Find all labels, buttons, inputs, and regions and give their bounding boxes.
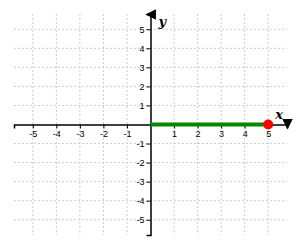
x-tick-label: 1 [172,129,177,139]
grid [14,14,287,235]
point [263,120,273,130]
y-tick: 3 [139,63,150,73]
x-tick: -1 [123,125,131,139]
y-tick-label: 1 [139,101,144,111]
y-tick-mark [147,105,151,106]
y-tick: -3 [136,177,150,187]
x-tick: 1 [172,125,177,139]
y-tick-label: 3 [139,63,144,73]
x-axis-title: x [274,107,283,122]
y-tick: -5 [136,215,150,225]
x-tick-label: -5 [29,129,37,139]
x-tick-label: 4 [243,129,248,139]
x-tick-label: -2 [100,129,108,139]
y-tick-mark [147,67,151,68]
line [151,123,269,127]
plot: -5-4-3-2-112345-5-4-3-2-112345xy [14,14,288,236]
marks [151,120,274,130]
x-tick-label: -1 [123,129,131,139]
y-tick-mark [147,182,151,183]
y-tick-mark [147,201,151,202]
y-tick-label: -4 [136,196,144,206]
y-tick-label: -5 [136,215,144,225]
x-tick-label: -4 [53,129,61,139]
y-tick-mark [147,86,151,87]
x-tick: -4 [53,125,61,139]
x-tick-label: 5 [266,129,271,139]
x-tick: -5 [29,125,37,139]
x-tick: -2 [100,125,108,139]
y-tick-mark [147,144,151,145]
x-tick: -3 [76,125,84,139]
y-tick-label: 5 [139,25,144,35]
y-tick: 2 [139,82,150,92]
y-tick: -4 [136,196,150,206]
y-tick-label: -2 [136,158,144,168]
x-tick-label: -3 [76,129,84,139]
x-tick: 3 [219,125,224,139]
y-tick: 5 [139,25,150,35]
y-tick-mark [147,48,151,49]
x-tick: 2 [196,125,201,139]
y-tick: 1 [139,101,150,111]
y-tick-label: 4 [139,44,144,54]
y-axis-line [147,15,152,236]
y-axis-title: y [158,14,168,29]
y-tick: 4 [139,44,150,54]
x-tick: 4 [243,125,248,139]
y-tick-mark [147,220,151,221]
y-tick-mark [147,163,151,164]
y-tick-mark [147,29,151,30]
x-tick-label: 2 [196,129,201,139]
chart: -5-4-3-2-112345-5-4-3-2-112345xy [0,0,301,249]
y-tick-label: -3 [136,177,144,187]
y-tick-label: -1 [136,139,144,149]
y-tick: -2 [136,158,150,168]
x-tick-label: 3 [219,129,224,139]
y-tick-label: 2 [139,82,144,92]
y-tick: -1 [136,139,150,149]
y-axis: -5 -4 -3 -2 -1 1 2 3 4 5 [136,15,151,236]
